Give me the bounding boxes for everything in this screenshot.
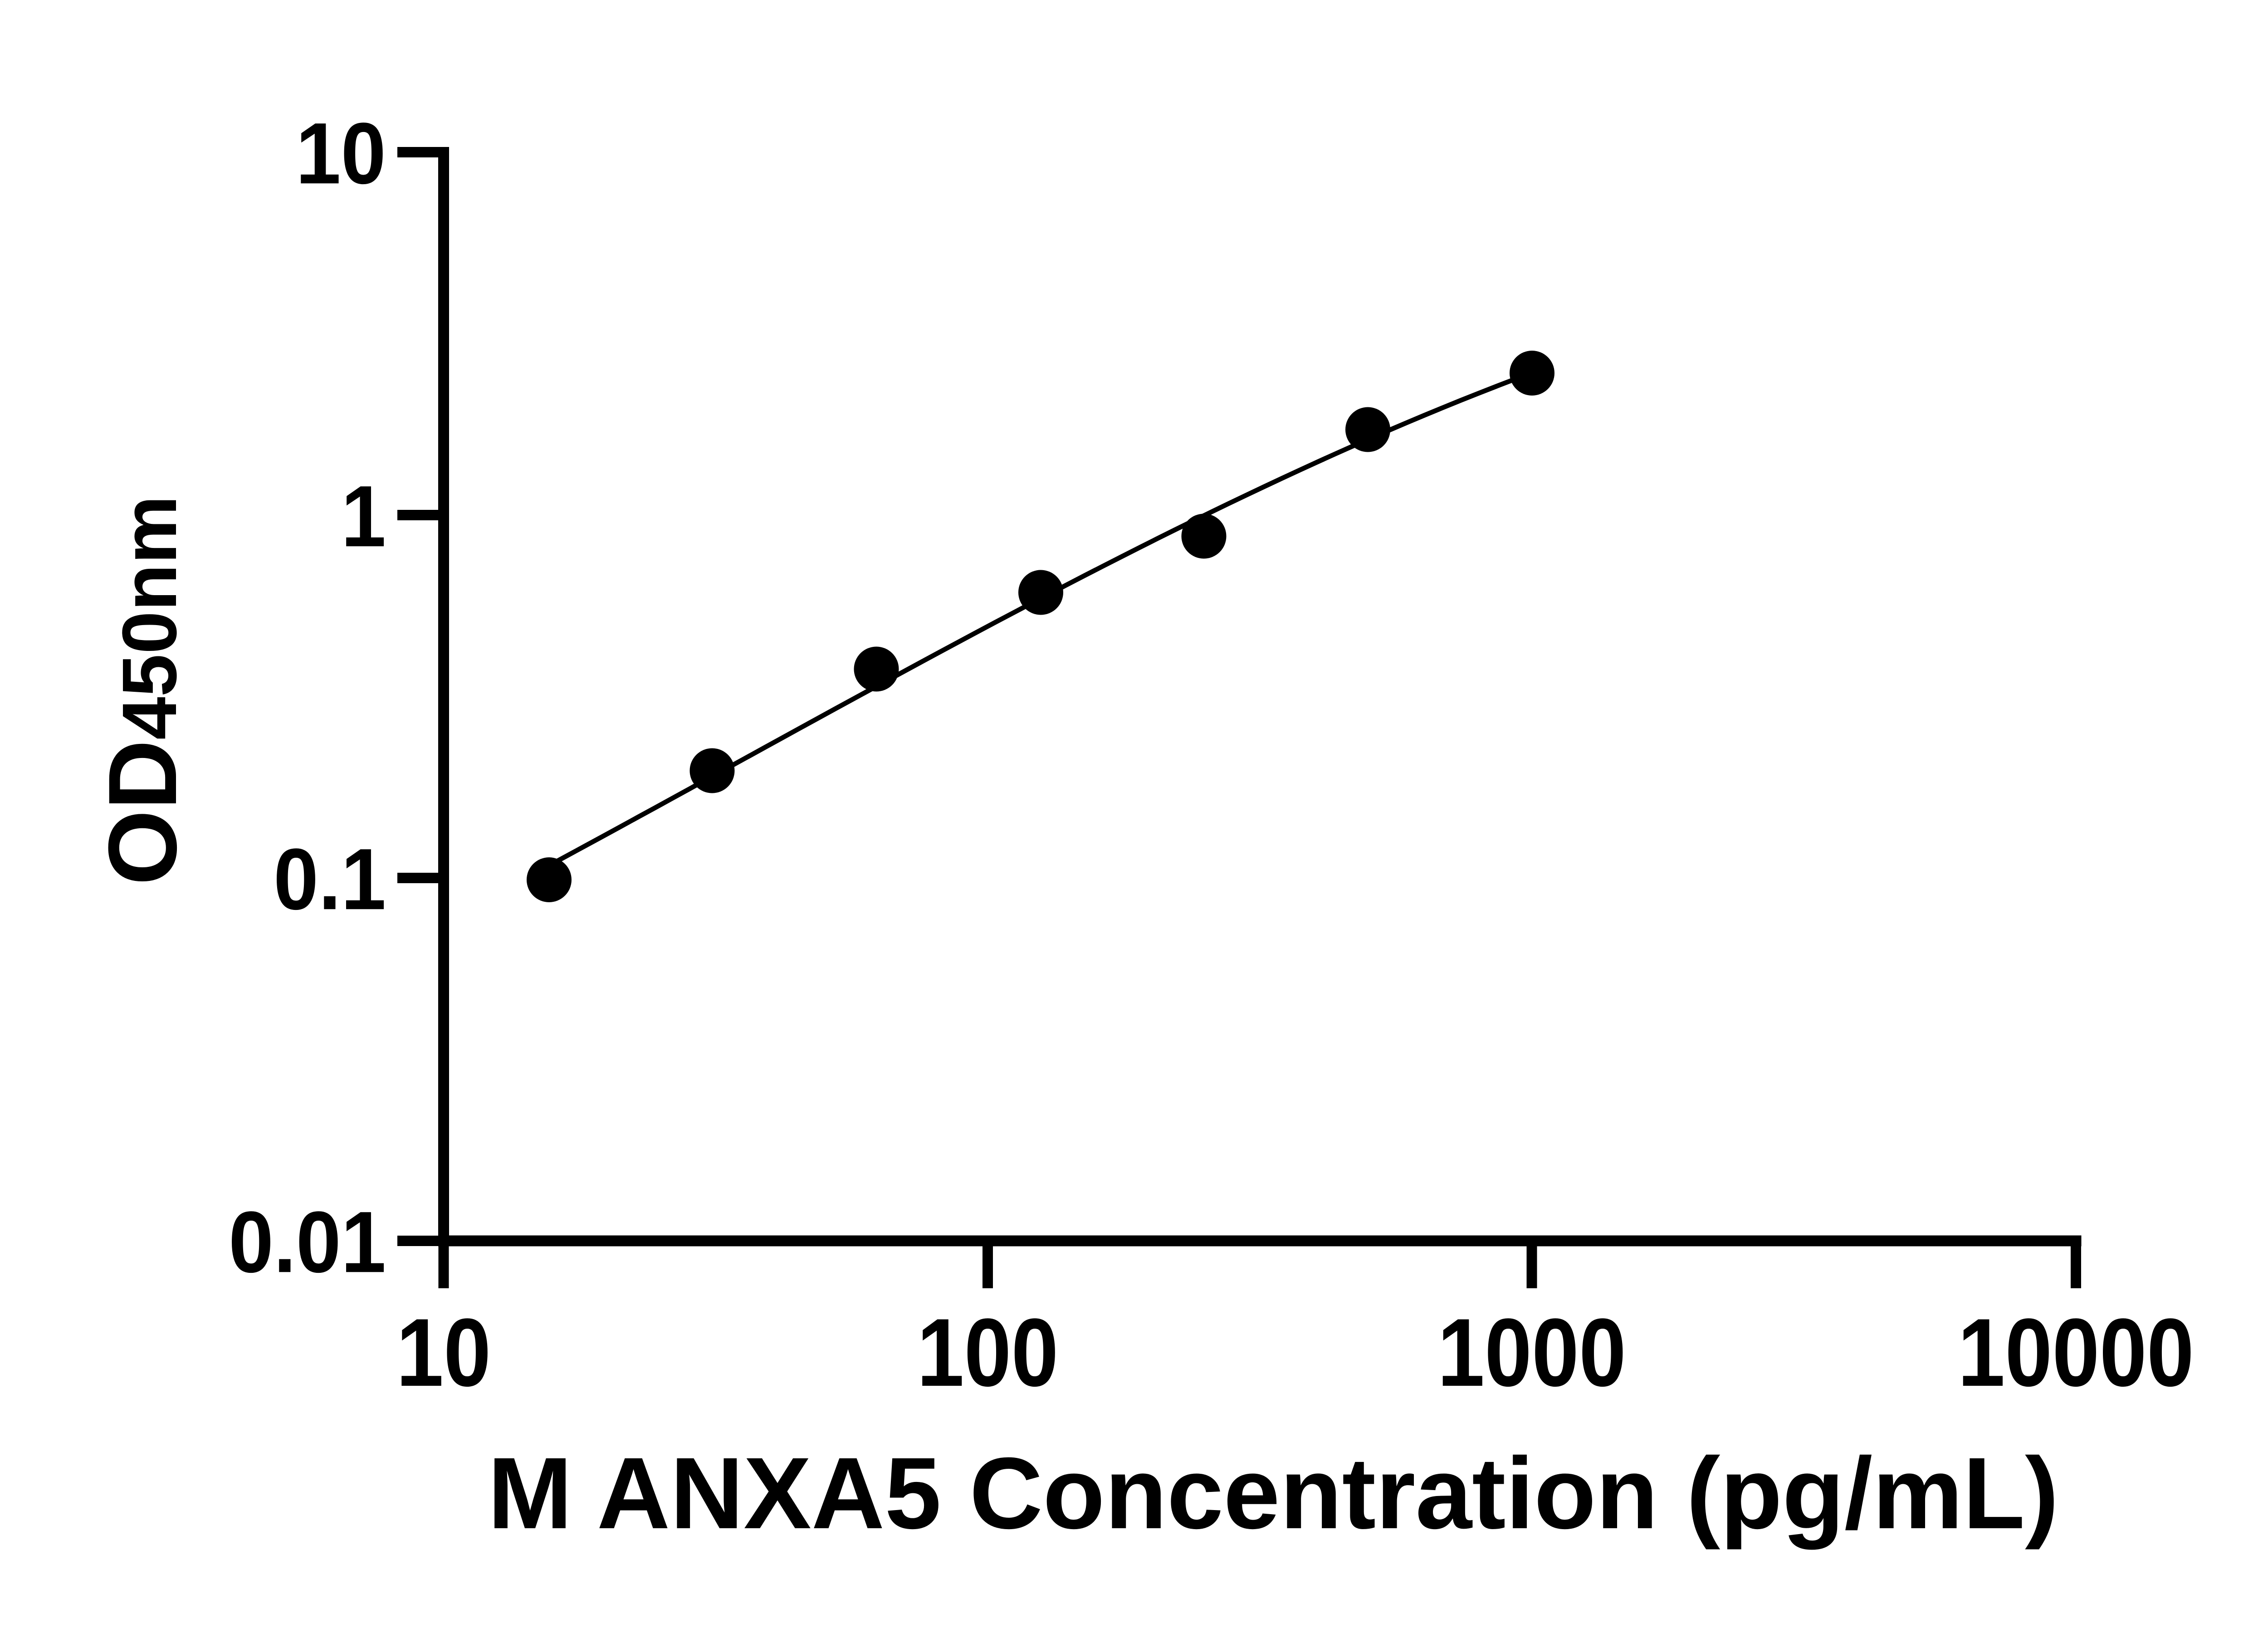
svg-text:0.1: 0.1	[274, 830, 386, 928]
svg-text:M ANXA5 Concentration (pg/mL): M ANXA5 Concentration (pg/mL)	[488, 1437, 2059, 1550]
svg-text:10: 10	[296, 104, 386, 202]
svg-text:0.01: 0.01	[229, 1193, 386, 1291]
svg-text:1000: 1000	[1437, 1299, 1626, 1407]
svg-text:OD450nm: OD450nm	[88, 495, 197, 885]
svg-text:100: 100	[917, 1299, 1059, 1407]
svg-text:10000: 10000	[1958, 1299, 2194, 1407]
svg-text:1: 1	[341, 467, 386, 565]
svg-text:10: 10	[396, 1299, 491, 1407]
